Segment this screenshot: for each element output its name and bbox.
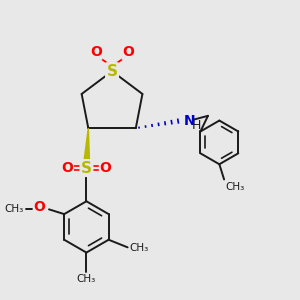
Text: S: S xyxy=(106,64,118,79)
Text: CH₃: CH₃ xyxy=(225,182,244,192)
Text: O: O xyxy=(61,161,73,175)
Text: O: O xyxy=(122,45,134,59)
Text: CH₃: CH₃ xyxy=(77,274,96,284)
Text: S: S xyxy=(81,160,92,175)
Text: CH₃: CH₃ xyxy=(4,204,23,214)
Text: H: H xyxy=(192,119,201,132)
Text: N: N xyxy=(184,114,196,128)
Text: O: O xyxy=(33,200,45,214)
Text: CH₃: CH₃ xyxy=(130,243,149,253)
Text: O: O xyxy=(100,161,111,175)
Polygon shape xyxy=(83,128,90,168)
Text: O: O xyxy=(90,45,102,59)
